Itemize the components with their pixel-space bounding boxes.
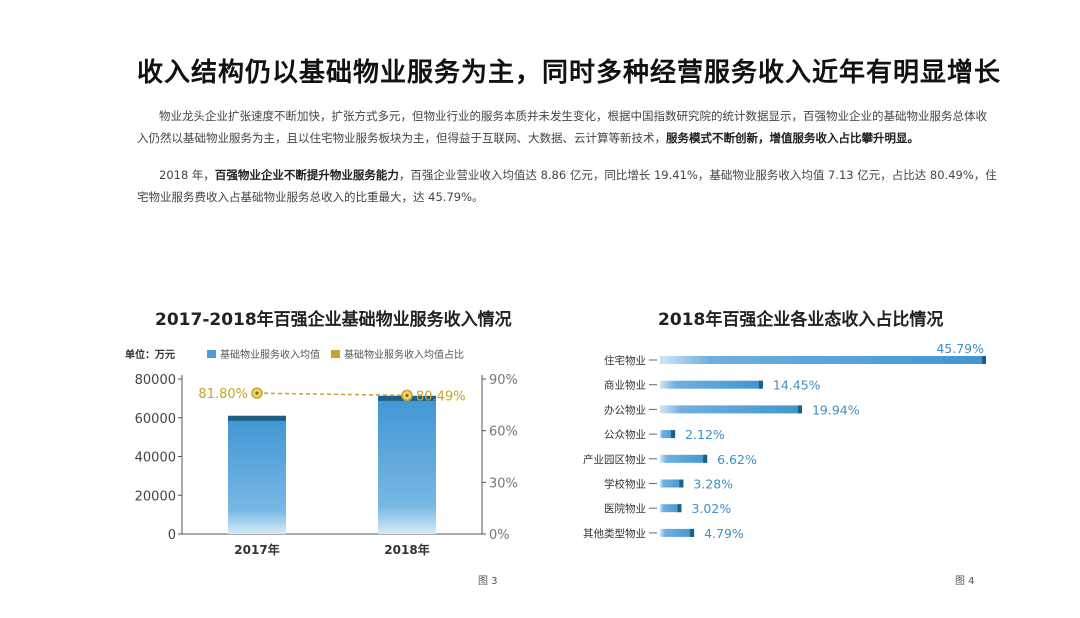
chart1-legend-bar-label: 基础物业服务收入均值 [220, 348, 320, 361]
chart2-data-label: 14.45% [773, 378, 821, 393]
chart1-line-series [256, 392, 408, 397]
intro-paragraph-1: 物业龙头企业扩张速度不断加快，扩张方式多元，但物业行业的服务本质并未发生变化，根… [137, 105, 997, 149]
chart2-bar [660, 479, 684, 488]
figure4-label: 图 4 [955, 576, 975, 587]
para1-bold: 服务模式不断创新，增值服务收入占比攀升明显。 [666, 131, 919, 145]
chart2-data-label: 4.79% [704, 526, 744, 541]
chart2-category-label: 商业物业 [604, 379, 646, 392]
chart1-svg: 单位：万元 基础物业服务收入均值 基础物业服务收入均值占比 0 20000 40000 60… [125, 348, 518, 557]
chart1-y-left-tick-label: 60000 [135, 412, 176, 427]
chart2-bar [660, 356, 986, 364]
para2-text-b: ，百强企业营业收入均值达 8.86 亿元，同比增长 19.41%，基础物业服务收… [137, 168, 997, 204]
chart2-data-label: 45.79% [936, 341, 984, 356]
chart2-bar [660, 405, 802, 414]
chart2-bar [660, 380, 763, 389]
chart1-line-marker-dot [255, 391, 259, 395]
chart2-data-label: 6.62% [717, 452, 757, 467]
chart2-category-label: 产业园区物业 [583, 453, 646, 466]
chart2-bar [660, 504, 682, 513]
para2-text-a: 2018 年， [159, 168, 215, 182]
chart1-unit-label: 单位：万元 [125, 348, 175, 361]
chart2-svg: 住宅物业 45.79% 商业物业 14.45% 办公物业 19.94% 公众物业 2.12% 产… [583, 341, 986, 541]
chart1-legend-line-swatch [331, 350, 340, 358]
chart2-data-label: 3.02% [692, 501, 732, 516]
chart1-line-data-label: 81.80% [198, 387, 248, 402]
chart1-line-marker-dot [405, 393, 409, 397]
chart2-category-label: 学校物业 [604, 478, 646, 491]
chart1-bar [228, 415, 286, 534]
chart2-category-label: 公众物业 [604, 428, 646, 441]
page-title: 收入结构仍以基础物业服务为主，同时多种经营服务收入近年有明显增长 [137, 58, 1002, 88]
chart2-bar-cap [982, 356, 986, 364]
para2-bold: 百强物业企业不断提升物业服务能力 [214, 168, 399, 182]
chart2-category-label: 住宅物业 [604, 354, 646, 367]
chart1-bar [378, 395, 436, 534]
chart1-y-left-tick-label: 80000 [135, 373, 176, 388]
chart2-bar-cap [758, 380, 763, 389]
chart1-y-left-tick-label: 20000 [135, 489, 176, 504]
chart2-category-label: 办公物业 [604, 403, 646, 416]
chart1-y-right-tick-label: 0% [489, 528, 510, 543]
chart2-bar-cap [677, 504, 682, 513]
chart2-title: 2018年百强企业各业态收入占比情况 [658, 310, 944, 330]
para1-text: 物业龙头企业扩张速度不断加快，扩张方式多元，但物业行业的服务本质并未发生变化，根… [137, 109, 987, 145]
chart2-bar [660, 528, 695, 537]
chart2-bar-cap [679, 479, 684, 488]
chart1-y-right-tick-label: 90% [489, 373, 518, 388]
chart2-bar-cap [690, 528, 695, 537]
chart1-legend-line-label: 基础物业服务收入均值占比 [344, 348, 464, 361]
chart2-category-label: 其他类型物业 [583, 527, 646, 540]
chart2-bar [660, 430, 676, 439]
chart1-legend-bar-swatch [207, 350, 216, 358]
chart2-bar-cap [703, 454, 708, 463]
chart1-y-right-tick-label: 30% [489, 476, 518, 491]
chart1-bar-cap [228, 415, 286, 421]
chart2-data-label: 19.94% [812, 402, 860, 417]
chart1-title: 2017-2018年百强企业基础物业服务收入情况 [155, 310, 512, 330]
intro-paragraph-2: 2018 年，百强物业企业不断提升物业服务能力，百强企业营业收入均值达 8.86… [137, 164, 997, 208]
chart2-bar-cap [797, 405, 802, 414]
chart2-category-label: 医院物业 [604, 502, 646, 515]
chart1-y-left-tick-label: 40000 [135, 451, 176, 466]
chart2-data-label: 2.12% [685, 427, 725, 442]
chart1-x-tick-label: 2017年 [234, 542, 279, 557]
chart1-x-tick-label: 2018年 [384, 542, 429, 557]
figure3-label: 图 3 [478, 576, 498, 587]
chart2-bar [660, 454, 708, 463]
chart1-line-data-label: 80.49% [416, 389, 466, 404]
chart1-y-right-tick-label: 60% [489, 425, 518, 440]
chart1-y-left-tick-label: 0 [168, 528, 176, 543]
chart2-bar-cap [671, 430, 676, 439]
chart2-data-label: 3.28% [693, 477, 733, 492]
